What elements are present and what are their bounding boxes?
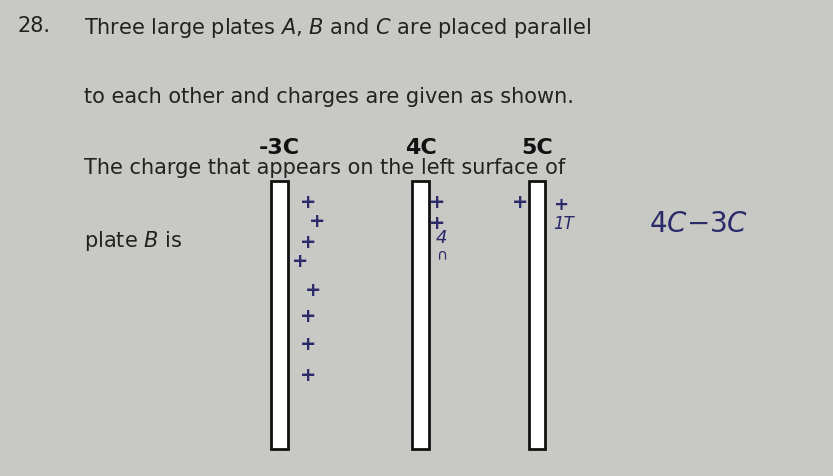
Text: -3C: -3C bbox=[259, 138, 300, 158]
Text: +: + bbox=[429, 193, 446, 212]
Text: 5C: 5C bbox=[521, 138, 553, 158]
Text: 4: 4 bbox=[436, 229, 447, 247]
Bar bbox=[272, 181, 288, 448]
Text: 4C: 4C bbox=[405, 138, 436, 158]
Text: The charge that appears on the left surface of: The charge that appears on the left surf… bbox=[84, 158, 566, 178]
Text: Three large plates $A$, $B$ and $C$ are placed parallel: Three large plates $A$, $B$ and $C$ are … bbox=[84, 16, 592, 40]
Text: +: + bbox=[301, 335, 317, 354]
Text: +: + bbox=[301, 366, 317, 385]
Text: +: + bbox=[301, 307, 317, 326]
Text: +: + bbox=[429, 214, 446, 233]
Text: +: + bbox=[301, 193, 317, 212]
Text: ∩: ∩ bbox=[436, 247, 447, 262]
Text: plate $B$ is: plate $B$ is bbox=[84, 228, 182, 253]
Text: 1T: 1T bbox=[553, 215, 574, 233]
Bar bbox=[529, 181, 545, 448]
Text: +: + bbox=[292, 252, 308, 271]
Text: +: + bbox=[309, 212, 325, 231]
Text: +: + bbox=[305, 280, 321, 299]
Bar bbox=[412, 181, 429, 448]
Text: 28.: 28. bbox=[18, 16, 51, 36]
Text: +: + bbox=[553, 196, 569, 214]
Text: $4C{-}3C$: $4C{-}3C$ bbox=[649, 209, 748, 238]
Text: +: + bbox=[301, 233, 317, 252]
Text: to each other and charges are given as shown.: to each other and charges are given as s… bbox=[84, 87, 574, 107]
Text: +: + bbox=[512, 193, 528, 212]
